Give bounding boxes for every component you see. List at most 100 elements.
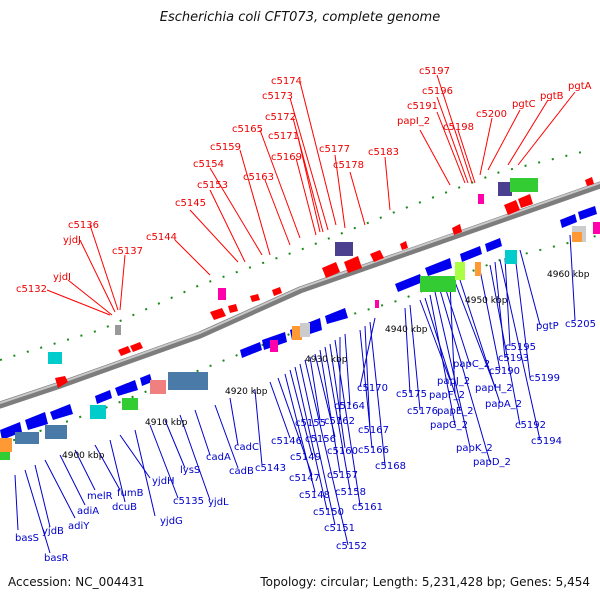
gene-label: c5153 [197,180,228,191]
scale-label: 4910 kbp [145,418,188,428]
gene-label: pgtB [540,91,564,102]
gene-label: c5175 [396,389,427,400]
scale-label: 4960 kbp [547,270,590,280]
gene-label: lysS [180,465,200,476]
topology-label: Topology: circular; Length: 5,231,428 bp… [260,575,590,589]
gene-label: c5191 [407,101,438,112]
gene-label: c5157 [327,470,358,481]
upper-gene-labels: c5132 yjdI yjdJ c5136 c5137 c5144 c5145 … [16,66,592,295]
gene-label: yjdJ [63,235,81,246]
gene-label: papD_2 [473,457,511,468]
gene-label: c5155 [295,418,326,429]
scale-label: 4950 kbp [465,296,508,306]
gene-label: c5144 [146,232,177,243]
gene-label: c5178 [333,160,364,171]
gene-label: papC_2 [453,359,490,370]
gene-label: papE_2 [437,406,474,417]
scale-label: 4900 kbp [62,451,105,461]
gene-label: c5146 [271,436,302,447]
gene-label: basS [15,533,39,544]
gene-label: c5199 [529,373,560,384]
gene-label: c5171 [268,131,299,142]
gene-label: c5205 [565,319,596,330]
upper-genes [55,177,594,388]
scale-label: 4940 kbp [385,325,428,335]
gene-label: pgtP [536,321,559,332]
gene-label: c5148 [299,490,330,501]
gene-label: c5156 [305,434,336,445]
gene-label: cadA [206,452,231,463]
lower-genes [0,206,597,440]
scale-label: 4930 kbp [305,355,348,365]
gene-label: cadC [234,442,259,453]
upper-genes-other [48,178,538,364]
gene-label: c5173 [262,91,293,102]
gene-label: c5165 [232,124,263,135]
gene-label: papJ_2 [437,376,470,387]
lower-genes-other [0,222,600,460]
gene-label: c5149 [290,452,321,463]
gene-label: c5170 [357,383,388,394]
accession-label: Accession: NC_004431 [8,575,145,589]
gene-label: yjdB [42,526,64,537]
gene-label: c5145 [175,198,206,209]
gene-label: c5198 [443,122,474,133]
gene-label: yjdG [160,516,183,527]
gene-label: c5183 [368,147,399,158]
gene-label: c5154 [193,159,224,170]
gene-label: c5143 [255,463,286,474]
gene-label: c5197 [419,66,450,77]
gene-label: c5190 [489,366,520,377]
gene-label: c5152 [336,541,367,552]
gene-label: yjdH [152,476,175,487]
gene-label: c5137 [112,246,143,257]
gene-label: c5136 [68,220,99,231]
gene-label: papH_2 [475,383,513,394]
upper-leader-lines [46,74,576,316]
gene-label: c5195 [505,342,536,353]
gene-label: c5192 [515,420,546,431]
gene-label: dcuB [112,502,137,513]
gene-label: c5196 [422,86,453,97]
scale-label: 4920 kbp [225,387,268,397]
lower-gene-labels: basS basR yjdB adiY adiA melR fumB dcuB … [15,319,596,564]
gene-label: c5169 [271,152,302,163]
gene-label: c5160 [327,446,358,457]
gene-label: papF_2 [429,390,465,401]
gene-label: c5172 [265,112,296,123]
gene-label: pgtA [568,81,592,92]
gene-label: c5159 [210,142,241,153]
gene-label: melR [87,491,113,502]
gene-label: c5166 [358,445,389,456]
gene-label: c5164 [334,401,365,412]
page-title: Escherichia coli CFT073, complete genome [159,10,441,25]
lower-leader-lines [14,234,576,554]
gene-label: c5151 [324,523,355,534]
gene-label: c5147 [289,473,320,484]
gene-label: yjdI [53,272,71,283]
gene-label: papA_2 [485,399,522,410]
gene-label: papK_2 [456,443,493,454]
gene-label: papG_2 [430,420,468,431]
gene-label: papI_2 [397,116,430,127]
gene-label: cadB [229,466,254,477]
gene-label: c5168 [375,461,406,472]
gene-label: c5132 [16,284,47,295]
scale-labels: 4900 kbp 4910 kbp 4920 kbp 4930 kbp 4940… [62,270,590,461]
gene-label: c5176 [407,406,438,417]
gene-label: c5161 [352,502,383,513]
gene-label: adiA [77,506,99,517]
gene-label: c5162 [324,416,355,427]
gene-label: c5174 [271,76,302,87]
gene-label: pgtC [512,99,536,110]
gene-label: c5200 [476,109,507,120]
gene-label: fumB [117,488,144,499]
gene-label: c5135 [173,496,204,507]
gene-label: c5194 [531,436,562,447]
gene-label: c5163 [243,172,274,183]
gene-label: c5158 [335,487,366,498]
gene-label: yjdL [208,497,229,508]
gene-label: c5150 [313,507,344,518]
